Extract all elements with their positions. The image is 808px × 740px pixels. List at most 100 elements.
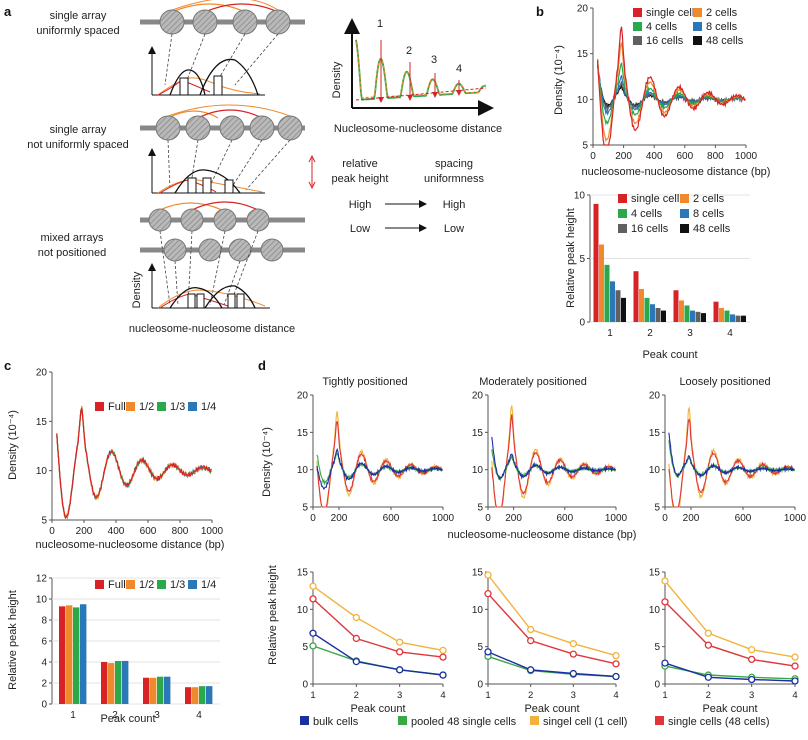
d-line-point [439, 671, 447, 679]
d-line-2-ytick-label: 10 [649, 605, 661, 616]
d-line-point [704, 641, 712, 649]
legend-high-left: High [349, 199, 372, 211]
b-density-ytick-label: 20 [577, 4, 589, 15]
b-density-xtick-label: 600 [676, 151, 693, 162]
b-bar-rect [633, 271, 639, 322]
b-bar-legend-swatch [680, 224, 689, 233]
b-density-xtick-label: 800 [707, 151, 724, 162]
d-density-2-ytick-label: 5 [654, 503, 660, 514]
c-density-xlabel: nucleosome-nucleosome distance (bp) [36, 539, 225, 551]
b-bar-rect [690, 310, 695, 322]
c-bar-rect [73, 607, 80, 704]
c-bar-legend-swatch [126, 580, 135, 589]
b-bar-legend-swatch [618, 209, 627, 218]
d-title-moderate: Moderately positioned [479, 376, 587, 388]
c-density-xtick-label: 200 [76, 526, 93, 537]
c-bar-rect [66, 605, 73, 704]
c-density-ytick-label: 15 [36, 417, 48, 428]
b-bar-rect [679, 300, 684, 322]
d-line-point [396, 638, 404, 646]
d-line-point [527, 666, 535, 674]
c-density-legend-swatch [95, 402, 104, 411]
schematic-ylabel: Density [331, 61, 343, 98]
row2-schematic [140, 104, 305, 194]
row2-label-line1: single array [50, 124, 107, 136]
d-line-point [661, 577, 669, 585]
panel-c-label: c [4, 358, 11, 373]
b-density-legend-swatch [693, 22, 702, 31]
d-legend-swatch [530, 716, 539, 725]
d-line-1-ytick-label: 15 [472, 568, 484, 579]
c-bar-ytick-label: 6 [41, 637, 47, 648]
d-density-0-ytick-label: 5 [302, 503, 308, 514]
d-line-point [484, 648, 492, 656]
d-density-1-ytick-label: 10 [472, 465, 484, 476]
b-bar-legend-label: 8 cells [693, 208, 725, 220]
d-line-xtick-label: 2 [706, 690, 711, 701]
b-bar-legend-swatch [618, 224, 627, 233]
d-line-xlabel: Peak count [702, 703, 757, 715]
legend-left-line2: peak height [332, 173, 389, 185]
d-density-line [316, 447, 443, 491]
c-bar-rect [185, 687, 192, 704]
d-line-series [312, 598, 444, 658]
peak-schematic: 1 2 3 4 Density Nucleosome-nucleosome di… [331, 18, 502, 135]
b-bar-rect [644, 297, 650, 322]
b-bar-ylabel: Relative peak height [565, 208, 577, 308]
d-line-xlabel: Peak count [350, 703, 405, 715]
b-bar-chart: 0 5 10 1 2 3 4 single cell 2 cells 4 cells 8 cells… [574, 191, 750, 339]
b-bar-rect [655, 308, 661, 322]
c-bar-ytick-label: 4 [41, 658, 47, 669]
d-line-point [309, 582, 317, 590]
c-bar-ytick-label: 10 [36, 595, 48, 606]
b-bar-xtick-label: 1 [607, 328, 613, 339]
d-line-series [664, 662, 796, 682]
d-density-2-xtick-label: 600 [735, 513, 752, 524]
d-line-xtick-label: 1 [485, 690, 490, 701]
b-bar-legend-label: 4 cells [631, 208, 663, 220]
d-line-point [612, 660, 620, 668]
c-density-legend-swatch [157, 402, 166, 411]
d-line-point [748, 655, 756, 664]
d-line-series [312, 645, 444, 676]
c-density-ylabel: Density (10⁻⁴) [7, 410, 19, 480]
b-bar-xlabel: Peak count [642, 349, 697, 361]
c-density-xtick-label: 800 [172, 526, 189, 537]
d-line-point [569, 650, 577, 658]
b-bar-legend-label: single cell [631, 193, 679, 205]
b-bar-xtick-label: 2 [647, 328, 653, 339]
d-line-point [748, 646, 756, 654]
d-line-point [791, 653, 799, 661]
c-bar-legend-label: 1/2 [139, 579, 154, 591]
d-line-xtick-label: 3 [397, 690, 402, 701]
d-density-1-xtick-label: 600 [556, 513, 573, 524]
d-line-series [664, 601, 796, 667]
panel-a-label: a [4, 4, 12, 19]
legend-low-left: Low [350, 223, 370, 235]
legend-high-right: High [443, 199, 466, 211]
d-legend-swatch [655, 716, 664, 725]
d-density-line [668, 418, 795, 508]
d-line-point [791, 662, 799, 670]
d-line-1-ytick-label: 5 [477, 642, 483, 653]
b-bar-rect [735, 315, 741, 322]
c-bar-rect [150, 677, 157, 704]
d-density-2-xtick-label: 1000 [784, 513, 807, 524]
b-bar-rect [593, 203, 599, 322]
d-density-line [668, 432, 795, 479]
c-density-legend-label: Full [108, 401, 126, 413]
b-bar-rect [661, 310, 666, 322]
b-density-ylabel: Density (10⁻⁴) [553, 45, 565, 115]
d-line-0-ytick-label: 0 [302, 680, 308, 691]
c-density-ytick-label: 5 [41, 516, 47, 527]
d-legend-label: pooled 48 single cells [411, 716, 517, 728]
peak-number-2: 2 [406, 45, 412, 57]
b-bar-rect [599, 244, 604, 322]
c-bar-xtick-label: 3 [154, 710, 160, 721]
d-density-2-xtick-label: 0 [662, 513, 668, 524]
c-bar-legend-swatch [95, 580, 104, 589]
